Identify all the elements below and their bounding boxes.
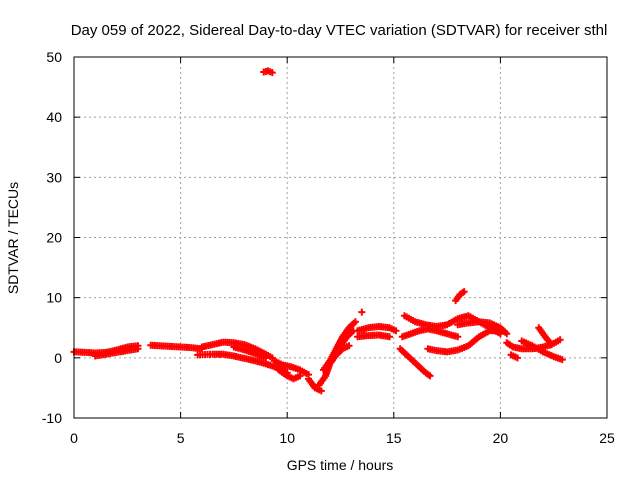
series-seg_mid_1 <box>354 323 400 335</box>
data-point <box>460 288 468 296</box>
x-tick-label: 20 <box>493 430 509 446</box>
series-seg_late_3 <box>396 345 434 380</box>
series-seg_end_3 <box>518 337 566 364</box>
chart-title: Day 059 of 2022, Sidereal Day-to-day VTE… <box>71 22 608 39</box>
x-tick-label: 5 <box>177 430 185 446</box>
y-tick-label: 30 <box>46 169 62 185</box>
x-tick-label: 15 <box>386 430 402 446</box>
series-seg_early_2 <box>91 345 142 360</box>
tick-labels: 0 5 10 15 20 25 -10 0 10 20 30 40 50 <box>42 49 615 446</box>
data-point <box>454 333 462 341</box>
data-point <box>556 336 564 344</box>
series-seg_dip_2 <box>275 366 304 383</box>
y-tick-label: 0 <box>54 350 62 366</box>
data-point <box>134 345 142 353</box>
data-point <box>317 387 325 395</box>
data-point <box>351 318 359 326</box>
series-seg_rise_3 <box>330 327 357 359</box>
y-tick-label: 40 <box>46 109 62 125</box>
x-tick-label: 0 <box>70 430 78 446</box>
series-seg_mid_3 <box>358 308 366 316</box>
data-points <box>70 67 566 395</box>
grid <box>74 57 607 418</box>
y-axis-label: SDTVAR / TECUs <box>5 182 21 294</box>
data-point <box>558 356 566 364</box>
y-tick-label: 20 <box>46 230 62 246</box>
series-seg_outlier <box>260 67 276 77</box>
series-seg_day_3 <box>230 343 270 362</box>
series-seg_end_4 <box>535 324 556 349</box>
y-tick-label: 10 <box>46 290 62 306</box>
x-tick-label: 25 <box>599 430 615 446</box>
data-point <box>513 354 521 362</box>
data-point <box>548 341 556 349</box>
series-seg_late_6 <box>454 318 511 338</box>
data-point <box>392 327 400 335</box>
series-seg_end_2 <box>507 351 521 362</box>
series-seg_late_2 <box>398 325 462 341</box>
data-point <box>386 333 394 341</box>
series-seg_late_4 <box>424 327 504 356</box>
data-point <box>296 372 304 380</box>
data-point <box>358 308 366 316</box>
y-tick-label: 50 <box>46 49 62 65</box>
series-seg_late_5 <box>452 288 468 305</box>
series-seg_day_2 <box>194 350 291 377</box>
series-seg_mid_2 <box>354 331 394 341</box>
data-point <box>262 354 270 362</box>
x-tick-label: 10 <box>279 430 295 446</box>
data-point <box>345 342 353 350</box>
series-seg_dip_1 <box>270 357 313 379</box>
series-seg_early_3 <box>147 341 206 353</box>
data-point <box>503 330 511 338</box>
data-point <box>268 69 276 77</box>
x-axis-label: GPS time / hours <box>287 457 394 473</box>
data-point <box>426 372 434 380</box>
y-tick-label: -10 <box>42 410 62 426</box>
